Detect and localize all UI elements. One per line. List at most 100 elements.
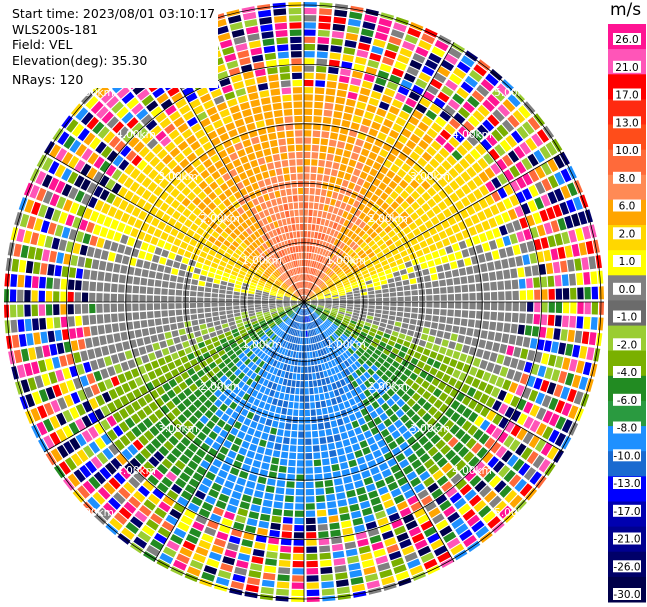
gate-cell <box>305 289 308 295</box>
gate-cell <box>290 173 297 181</box>
gate-cell <box>339 293 346 296</box>
gate-cell <box>304 130 312 137</box>
gate-cell <box>337 82 349 91</box>
gate-cell <box>478 505 492 518</box>
gate-cell <box>248 40 261 49</box>
gate-cell <box>411 414 421 424</box>
gate-cell <box>240 299 247 302</box>
gate-cell <box>306 568 319 575</box>
gate-cell <box>332 207 339 215</box>
gate-cell <box>318 299 325 302</box>
gate-cell <box>365 248 373 255</box>
gate-cell <box>275 260 281 268</box>
gate-cell <box>276 37 288 45</box>
gate-cell <box>316 308 323 313</box>
gate-cell <box>306 532 317 539</box>
gate-cell <box>165 104 177 116</box>
gate-cell <box>264 448 273 456</box>
gate-cell <box>477 157 489 170</box>
gate-cell <box>201 533 214 543</box>
gate-cell <box>310 180 316 188</box>
gate-cell <box>220 182 229 192</box>
gate-cell <box>382 288 389 293</box>
gate-cell <box>147 181 158 192</box>
gate-cell <box>386 112 397 122</box>
gate-cell <box>305 503 315 510</box>
gate-cell <box>206 343 215 351</box>
gate-cell <box>347 299 354 302</box>
gate-cell <box>244 525 257 534</box>
gate-cell <box>200 117 211 128</box>
gate-cell <box>147 311 154 319</box>
gate-cell <box>436 212 446 222</box>
gate-cell <box>140 448 152 460</box>
gate-cell <box>503 183 514 196</box>
gate-cell <box>501 258 509 269</box>
gate-cell <box>334 9 348 18</box>
gate-cell <box>252 336 260 343</box>
gate-cell <box>224 456 234 466</box>
gate-cell <box>285 291 292 296</box>
gate-cell <box>230 427 239 436</box>
gate-cell <box>101 203 111 215</box>
gate-cell <box>206 420 216 430</box>
gate-cell <box>418 139 429 150</box>
gate-cell <box>283 304 290 307</box>
gate-cell <box>340 202 347 210</box>
gate-cell <box>346 213 353 221</box>
gate-cell <box>509 439 521 452</box>
gate-cell <box>306 274 309 281</box>
gate-cell <box>204 297 211 302</box>
gate-cell <box>277 399 283 407</box>
gate-cell <box>273 283 280 288</box>
gate-cell <box>327 406 334 414</box>
gate-cell <box>179 263 188 271</box>
gate-cell <box>198 152 209 163</box>
gate-cell <box>477 124 489 137</box>
gate-cell <box>448 235 457 244</box>
gate-cell <box>360 266 367 272</box>
gate-cell <box>256 446 265 454</box>
gate-cell <box>337 260 344 266</box>
gate-cell <box>238 325 245 331</box>
gate-cell <box>250 504 261 513</box>
gate-cell <box>291 423 298 431</box>
gate-cell <box>218 293 226 298</box>
gate-cell <box>237 553 251 562</box>
gate-cell <box>284 116 293 123</box>
gate-cell <box>490 281 497 291</box>
gate-cell <box>399 441 410 452</box>
gate-cell <box>130 194 140 205</box>
gate-cell <box>502 99 516 113</box>
gate-cell <box>360 355 368 362</box>
gate-cell <box>509 494 523 508</box>
gate-cell <box>453 112 466 124</box>
gate-cell <box>423 364 432 373</box>
gate-cell <box>209 113 221 123</box>
gate-cell <box>132 285 140 294</box>
gate-cell <box>284 210 290 218</box>
gate-cell <box>340 252 347 259</box>
gate-cell <box>445 324 453 332</box>
gate-cell <box>221 366 230 374</box>
gate-cell <box>326 369 332 377</box>
gate-cell <box>90 359 99 371</box>
gate-cell <box>239 101 250 111</box>
gate-cell <box>61 151 74 166</box>
gate-cell <box>382 293 390 298</box>
gate-cell <box>310 329 313 337</box>
gate-cell <box>271 334 277 341</box>
gate-cell <box>393 564 407 574</box>
gate-cell <box>338 291 346 295</box>
gate-cell <box>211 231 220 239</box>
gate-cell <box>188 259 197 267</box>
gate-cell <box>300 308 303 315</box>
gate-cell <box>435 135 447 146</box>
gate-cell <box>286 342 291 349</box>
gate-cell <box>296 307 301 314</box>
gate-cell <box>218 493 230 503</box>
gate-cell <box>380 125 391 135</box>
gate-cell <box>254 113 264 122</box>
gate-cell <box>126 117 139 129</box>
gate-cell <box>197 191 207 201</box>
